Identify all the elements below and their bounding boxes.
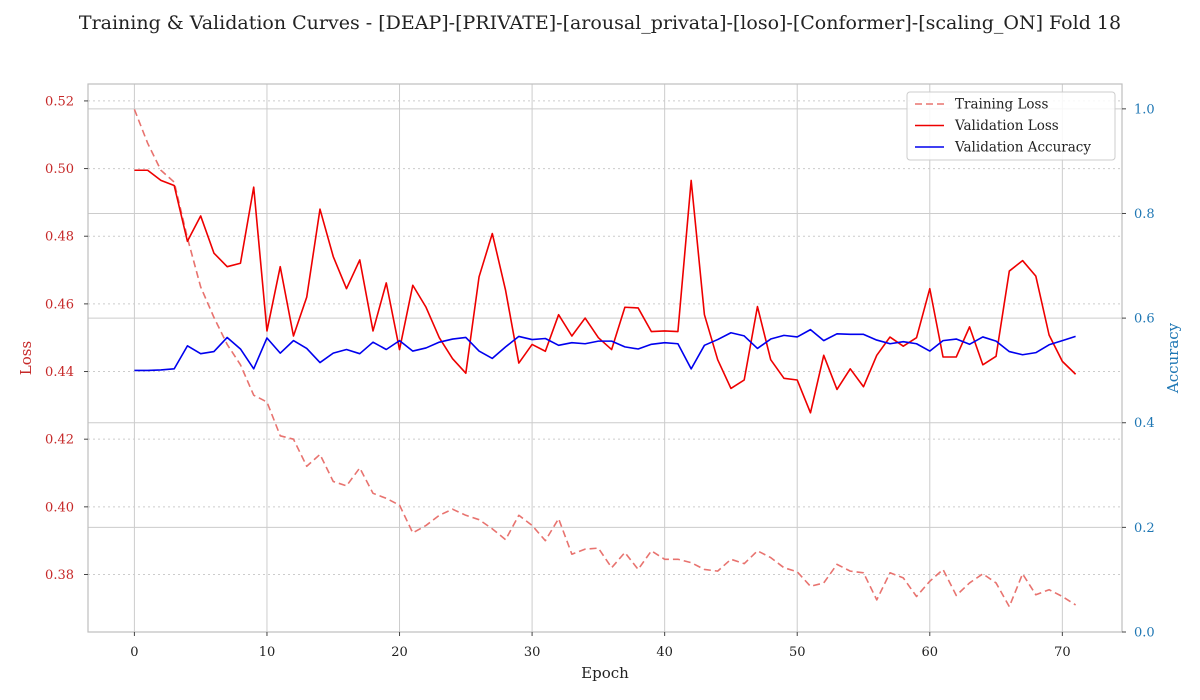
y-left-tick-label-7: 0.52 [45,94,74,109]
y-right-tick-label-3: 0.6 [1134,312,1155,327]
legend-label-validation-loss: Validation Loss [954,118,1059,134]
y-left-tick-label-6: 0.50 [45,162,74,177]
legend: Training Loss Validation Loss Validation A… [906,91,1116,161]
x-axis: 0 10 20 30 40 50 60 70 [130,632,1071,660]
legend-box [906,91,1116,161]
chart-title: Training & Validation Curves - [DEAP]-[P… [79,12,1121,34]
x-tick-label-7: 70 [1054,645,1071,660]
x-tick-label-1: 10 [259,645,276,660]
legend-label-validation-accuracy: Validation Accuracy [954,140,1091,156]
x-tick-label-2: 20 [391,645,408,660]
x-tick-label-6: 60 [922,645,939,660]
series-line-validation-loss [134,169,1077,414]
x-tick-label-0: 0 [130,645,138,660]
series-line-training-loss [133,109,1077,608]
x-tick-label-4: 40 [656,645,673,660]
gridlines-vertical [133,84,1063,632]
y-axis-label-right: Accuracy [1164,322,1182,394]
y-left-tick-label-2: 0.42 [45,433,74,448]
series-layer [133,109,1077,608]
y-right-tick-label-4: 0.8 [1134,207,1155,222]
plot-frame [87,83,1123,633]
y-right-tick-label-5: 1.0 [1134,102,1155,117]
y-axis-right: 0.0 0.2 0.4 0.6 0.8 1.0 [1122,102,1155,641]
y-right-tick-label-2: 0.4 [1134,416,1155,431]
y-right-tick-label-0: 0.0 [1134,626,1155,641]
x-tick-label-5: 50 [789,645,806,660]
x-tick-label-3: 30 [524,645,541,660]
y-left-tick-label-3: 0.44 [45,365,74,380]
series-line-validation-accuracy [134,328,1076,372]
y-axis-left: 0.38 0.40 0.42 0.44 0.46 0.48 0.50 0.52 [45,94,88,583]
legend-label-training-loss: Training Loss [955,97,1048,113]
y-axis-label-left: Loss [17,341,35,375]
y-left-tick-label-1: 0.40 [45,500,74,515]
x-axis-label: Epoch [581,664,629,682]
y-left-tick-label-0: 0.38 [45,568,74,583]
y-left-tick-label-4: 0.46 [45,297,74,312]
y-left-tick-label-5: 0.48 [45,230,74,245]
gridlines-left [88,100,1122,575]
y-right-tick-label-1: 0.2 [1134,521,1155,536]
